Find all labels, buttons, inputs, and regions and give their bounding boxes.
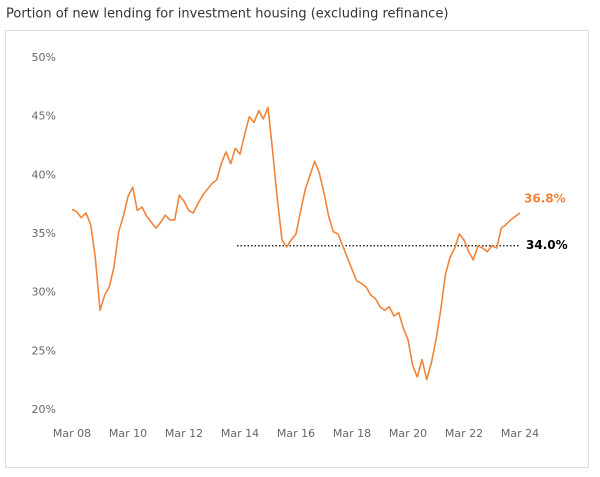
data-line xyxy=(71,106,521,381)
data-label: 36.8% xyxy=(524,191,566,205)
y-tick-label: 20% xyxy=(32,403,56,416)
y-tick-label: 45% xyxy=(32,110,56,123)
x-tick-label: Mar 14 xyxy=(221,427,259,440)
y-tick-label: 30% xyxy=(32,286,56,299)
chart-title: Portion of new lending for investment ho… xyxy=(6,7,448,22)
chart-frame xyxy=(5,30,589,468)
x-tick-label: Mar 22 xyxy=(445,427,483,440)
reference-label: 34.0% xyxy=(526,238,568,252)
x-tick-label: Mar 18 xyxy=(333,427,371,440)
y-tick-label: 25% xyxy=(32,344,56,357)
x-tick-label: Mar 10 xyxy=(109,427,147,440)
y-tick-label: 50% xyxy=(32,51,56,64)
x-tick-label: Mar 12 xyxy=(165,427,203,440)
y-tick-label: 40% xyxy=(32,168,56,181)
x-tick-label: Mar 24 xyxy=(501,427,539,440)
x-tick-label: Mar 20 xyxy=(389,427,427,440)
y-tick-label: 35% xyxy=(32,227,56,240)
x-tick-label: Mar 08 xyxy=(53,427,91,440)
x-tick-label: Mar 16 xyxy=(277,427,315,440)
